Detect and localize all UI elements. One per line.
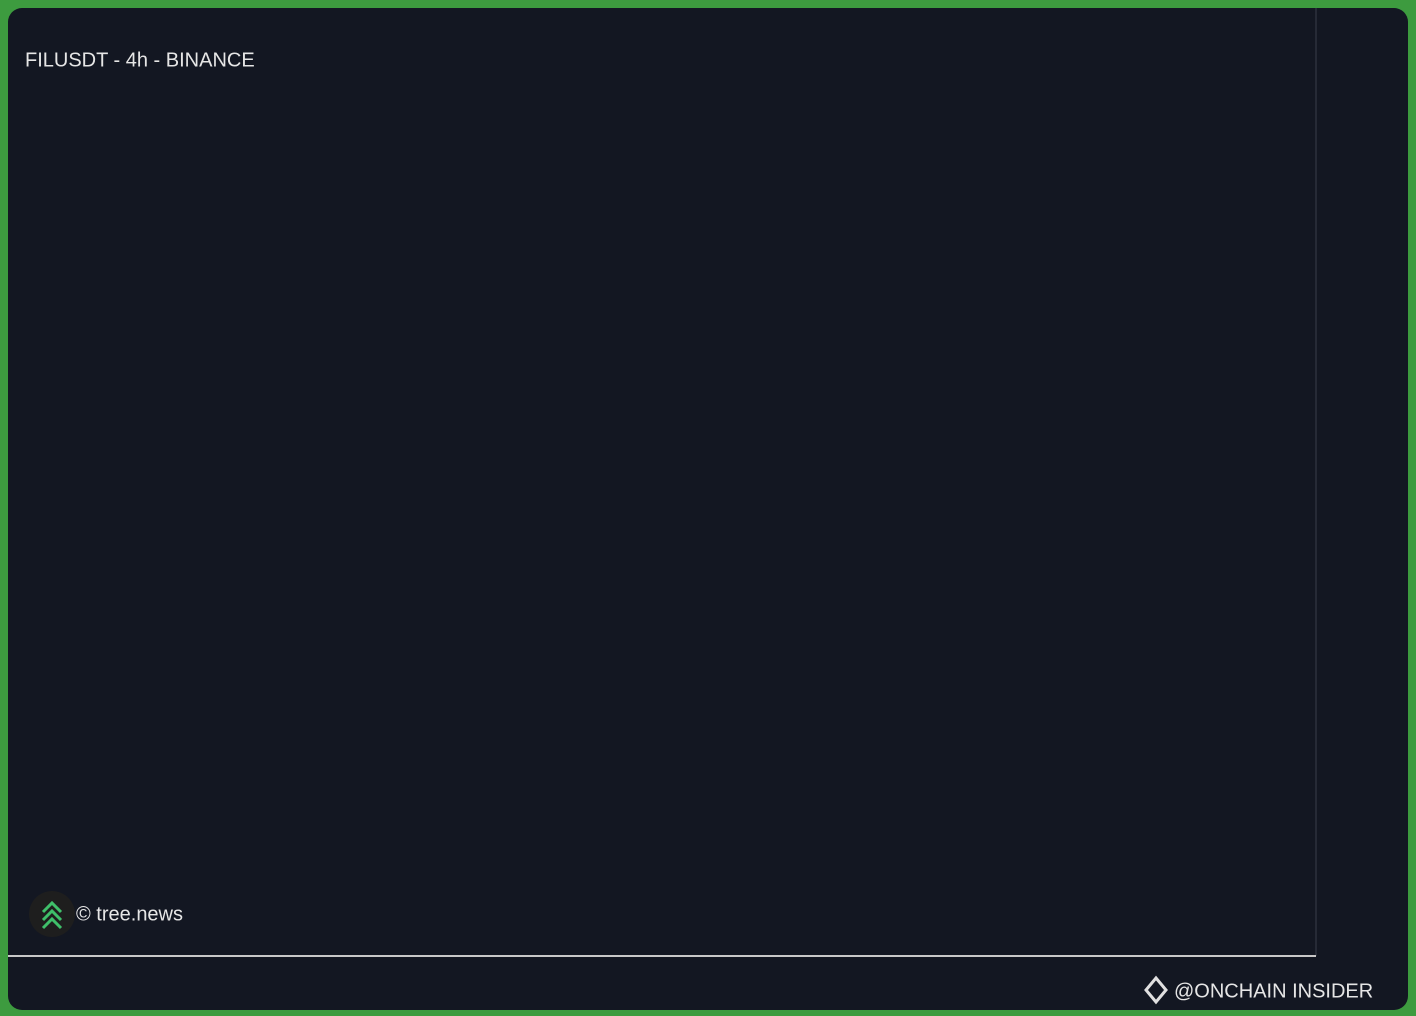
chart-title: FILUSDT - 4h - BINANCE [25,49,255,71]
watermark: @ONCHAIN INSIDER [1174,980,1373,1002]
watermark-icon [1144,975,1168,1005]
logo-icon [41,900,63,930]
watermark: © tree.news [76,903,183,925]
logo [29,891,75,937]
chart-background [8,8,1408,1010]
